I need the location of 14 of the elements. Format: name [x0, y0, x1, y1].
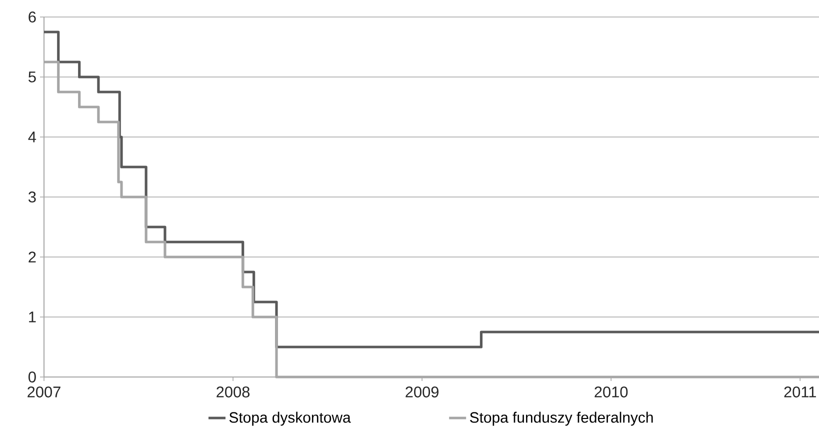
y-tick-label: 0 [28, 372, 36, 382]
x-tick-label: 2007 [28, 386, 60, 398]
y-tick-label: 5 [28, 72, 36, 82]
y-tick-label: 1 [29, 312, 36, 322]
y-tick-label: 4 [28, 132, 36, 142]
y-tick-label: 6 [28, 12, 36, 22]
legend-label: Stopa funduszy federalnych [470, 412, 653, 426]
x-tick-label: 2011 [784, 386, 816, 398]
legend-label: Stopa dyskontowa [229, 412, 351, 426]
x-tick-label: 2009 [406, 386, 438, 398]
x-tick-label: 2010 [594, 386, 628, 398]
x-tick-label: 2008 [216, 386, 250, 398]
y-tick-label: 2 [28, 252, 36, 262]
y-tick-label: 3 [28, 192, 36, 202]
